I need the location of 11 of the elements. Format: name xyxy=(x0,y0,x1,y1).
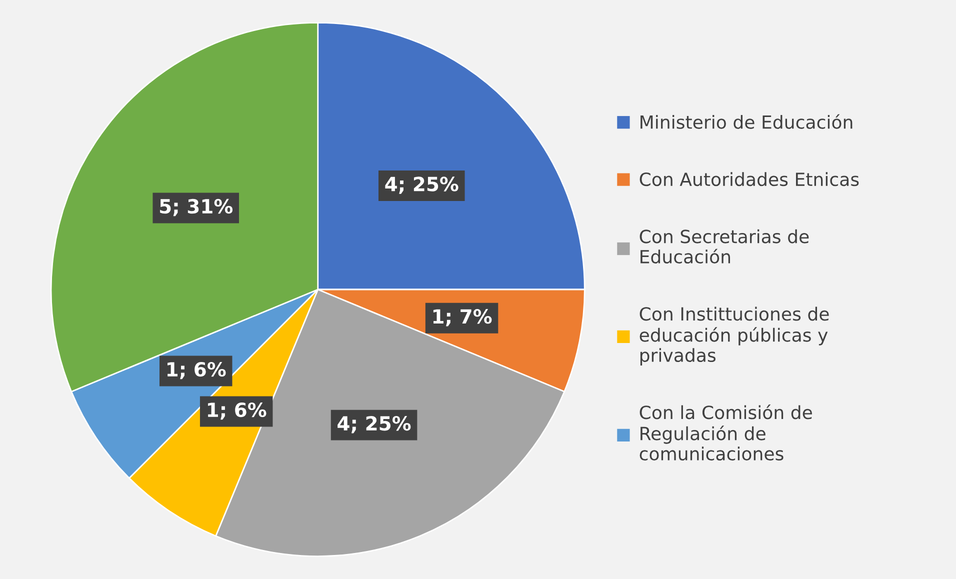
legend-label: Con Autoridades Etnicas xyxy=(640,172,859,186)
data-label: 1; 6% xyxy=(168,362,226,380)
legend-label: Con Secretarias de Educación xyxy=(640,229,809,264)
data-label: 1; 6% xyxy=(208,402,266,420)
data-label: 5; 31% xyxy=(160,198,233,216)
legend-label: Con la Comisión de Regulación de comunicaciones xyxy=(640,404,812,461)
legend-label: Ministerio de Educación xyxy=(640,114,852,129)
data-label: 1; 7% xyxy=(433,309,492,326)
data-label: 4; 25% xyxy=(338,416,411,434)
legend-label: Con Instittuciones de educación públicas y privadas xyxy=(640,306,829,366)
data-label: 4; 25% xyxy=(385,176,458,194)
